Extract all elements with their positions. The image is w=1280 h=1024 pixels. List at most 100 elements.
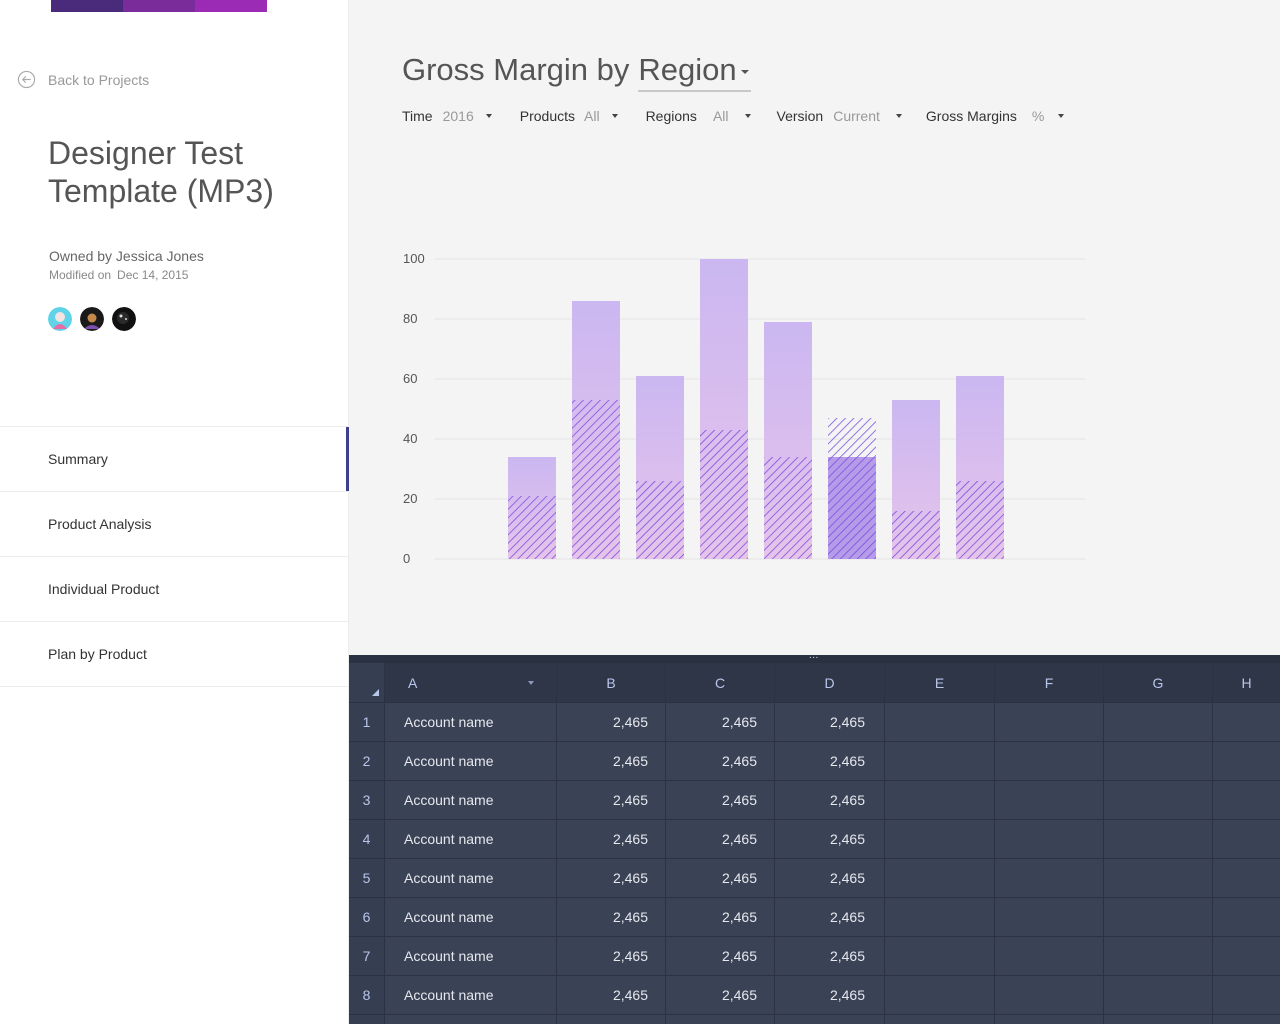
- cell-c[interactable]: 2,465: [666, 898, 775, 936]
- cell-g[interactable]: [1104, 1015, 1213, 1024]
- grid-resize-handle[interactable]: ...: [349, 655, 1280, 663]
- cell-f[interactable]: [995, 859, 1104, 897]
- cell-g[interactable]: [1104, 937, 1213, 975]
- cell-d[interactable]: 2,465: [775, 937, 885, 975]
- select-all-corner[interactable]: [349, 663, 385, 702]
- bar-hatched[interactable]: [764, 457, 812, 559]
- bar-hatched[interactable]: [700, 430, 748, 559]
- row-header[interactable]: 7: [349, 937, 385, 975]
- cell-d[interactable]: 2,465: [775, 703, 885, 741]
- row-header[interactable]: 4: [349, 820, 385, 858]
- cell-g[interactable]: [1104, 898, 1213, 936]
- row-header[interactable]: 1: [349, 703, 385, 741]
- sidebar-item-summary[interactable]: Summary: [0, 427, 349, 492]
- cell-b[interactable]: 2,465: [557, 937, 666, 975]
- cell-b[interactable]: 2,465: [557, 820, 666, 858]
- cell-e[interactable]: [885, 859, 995, 897]
- cell-g[interactable]: [1104, 703, 1213, 741]
- column-header-g[interactable]: G: [1104, 663, 1213, 702]
- title-dimension-select[interactable]: Region: [638, 52, 751, 92]
- row-header[interactable]: 8: [349, 976, 385, 1014]
- cell-c[interactable]: 2,465: [666, 859, 775, 897]
- cell-e[interactable]: [885, 1015, 995, 1024]
- cell-b[interactable]: 2,465: [557, 742, 666, 780]
- cell-b[interactable]: 2,465: [557, 781, 666, 819]
- caret-down-icon[interactable]: [528, 681, 534, 685]
- cell-h[interactable]: [1213, 976, 1280, 1014]
- cell-f[interactable]: [995, 703, 1104, 741]
- cell-d[interactable]: 2,465: [775, 859, 885, 897]
- cell-e[interactable]: [885, 703, 995, 741]
- row-header[interactable]: 6: [349, 898, 385, 936]
- column-header-a[interactable]: A: [385, 663, 557, 702]
- cell-f[interactable]: [995, 781, 1104, 819]
- cell-h[interactable]: [1213, 859, 1280, 897]
- cell-g[interactable]: [1104, 976, 1213, 1014]
- cell-e[interactable]: [885, 937, 995, 975]
- bar-hatched[interactable]: [636, 481, 684, 559]
- cell-g[interactable]: [1104, 742, 1213, 780]
- cell-g[interactable]: [1104, 859, 1213, 897]
- cell-b[interactable]: 2,465: [557, 976, 666, 1014]
- cell-f[interactable]: [995, 937, 1104, 975]
- cell-e[interactable]: [885, 781, 995, 819]
- column-header-h[interactable]: H: [1213, 663, 1280, 702]
- cell-c[interactable]: 2,465: [666, 781, 775, 819]
- sidebar-item-plan-by-product[interactable]: Plan by Product: [0, 622, 349, 687]
- cell-h[interactable]: [1213, 898, 1280, 936]
- cell-c[interactable]: 2,465: [666, 820, 775, 858]
- cell-d[interactable]: 2,465: [775, 781, 885, 819]
- cell-g[interactable]: [1104, 820, 1213, 858]
- filter-version[interactable]: Version Current: [777, 108, 902, 124]
- cell-h[interactable]: [1213, 820, 1280, 858]
- row-header[interactable]: 9: [349, 1015, 385, 1024]
- column-header-d[interactable]: D: [775, 663, 885, 702]
- filter-time[interactable]: Time 2016: [402, 108, 492, 124]
- cell-b[interactable]: [557, 1015, 666, 1024]
- row-header[interactable]: 3: [349, 781, 385, 819]
- cell-h[interactable]: [1213, 781, 1280, 819]
- cell-e[interactable]: [885, 976, 995, 1014]
- cell-f[interactable]: [995, 898, 1104, 936]
- cell-c[interactable]: 2,465: [666, 703, 775, 741]
- back-to-projects-link[interactable]: Back to Projects: [17, 70, 149, 89]
- cell-b[interactable]: 2,465: [557, 898, 666, 936]
- cell-h[interactable]: [1213, 742, 1280, 780]
- cell-a[interactable]: Account name: [385, 820, 557, 858]
- cell-c[interactable]: [666, 1015, 775, 1024]
- column-header-e[interactable]: E: [885, 663, 995, 702]
- cell-d[interactable]: 2,465: [775, 820, 885, 858]
- bar-hatched[interactable]: [892, 511, 940, 559]
- filter-regions[interactable]: Regions All: [646, 108, 751, 124]
- sidebar-item-product-analysis[interactable]: Product Analysis: [0, 492, 349, 557]
- cell-c[interactable]: 2,465: [666, 976, 775, 1014]
- row-header[interactable]: 2: [349, 742, 385, 780]
- cell-a[interactable]: [385, 1015, 557, 1024]
- cell-a[interactable]: Account name: [385, 703, 557, 741]
- cell-e[interactable]: [885, 820, 995, 858]
- cell-f[interactable]: [995, 976, 1104, 1014]
- filter-products[interactable]: Products All: [520, 108, 618, 124]
- filter-gross-margins[interactable]: Gross Margins %: [926, 108, 1065, 124]
- avatar[interactable]: [48, 307, 72, 331]
- bar-hatched[interactable]: [508, 496, 556, 559]
- cell-b[interactable]: 2,465: [557, 859, 666, 897]
- cell-d[interactable]: 2,465: [775, 976, 885, 1014]
- sidebar-item-individual-product[interactable]: Individual Product: [0, 557, 349, 622]
- cell-f[interactable]: [995, 820, 1104, 858]
- cell-a[interactable]: Account name: [385, 781, 557, 819]
- cell-e[interactable]: [885, 898, 995, 936]
- cell-h[interactable]: [1213, 1015, 1280, 1024]
- cell-a[interactable]: Account name: [385, 859, 557, 897]
- column-header-f[interactable]: F: [995, 663, 1104, 702]
- cell-d[interactable]: [775, 1015, 885, 1024]
- cell-g[interactable]: [1104, 781, 1213, 819]
- cell-c[interactable]: 2,465: [666, 742, 775, 780]
- cell-a[interactable]: Account name: [385, 742, 557, 780]
- column-header-c[interactable]: C: [666, 663, 775, 702]
- bar-hatched[interactable]: [572, 400, 620, 559]
- row-header[interactable]: 5: [349, 859, 385, 897]
- cell-a[interactable]: Account name: [385, 937, 557, 975]
- cell-a[interactable]: Account name: [385, 976, 557, 1014]
- column-header-b[interactable]: B: [557, 663, 666, 702]
